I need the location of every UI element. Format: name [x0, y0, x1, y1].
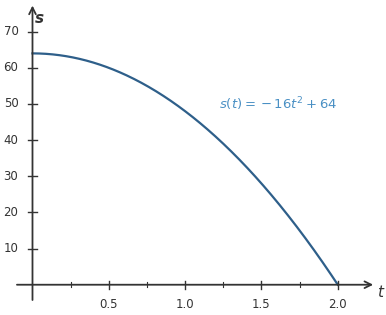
- Text: s: s: [35, 11, 44, 26]
- Text: 70: 70: [3, 25, 19, 38]
- Text: 50: 50: [3, 97, 19, 111]
- Text: 1.5: 1.5: [252, 298, 271, 311]
- Text: $s(t) = -16t^2 + 64$: $s(t) = -16t^2 + 64$: [219, 95, 337, 113]
- Text: 0.5: 0.5: [100, 298, 118, 311]
- Text: 20: 20: [3, 206, 19, 219]
- Text: t: t: [378, 285, 383, 300]
- Text: 1.0: 1.0: [176, 298, 195, 311]
- Text: 40: 40: [3, 134, 19, 147]
- Text: 30: 30: [3, 170, 19, 183]
- Text: 10: 10: [3, 242, 19, 255]
- Text: 60: 60: [3, 61, 19, 74]
- Text: 2.0: 2.0: [328, 298, 347, 311]
